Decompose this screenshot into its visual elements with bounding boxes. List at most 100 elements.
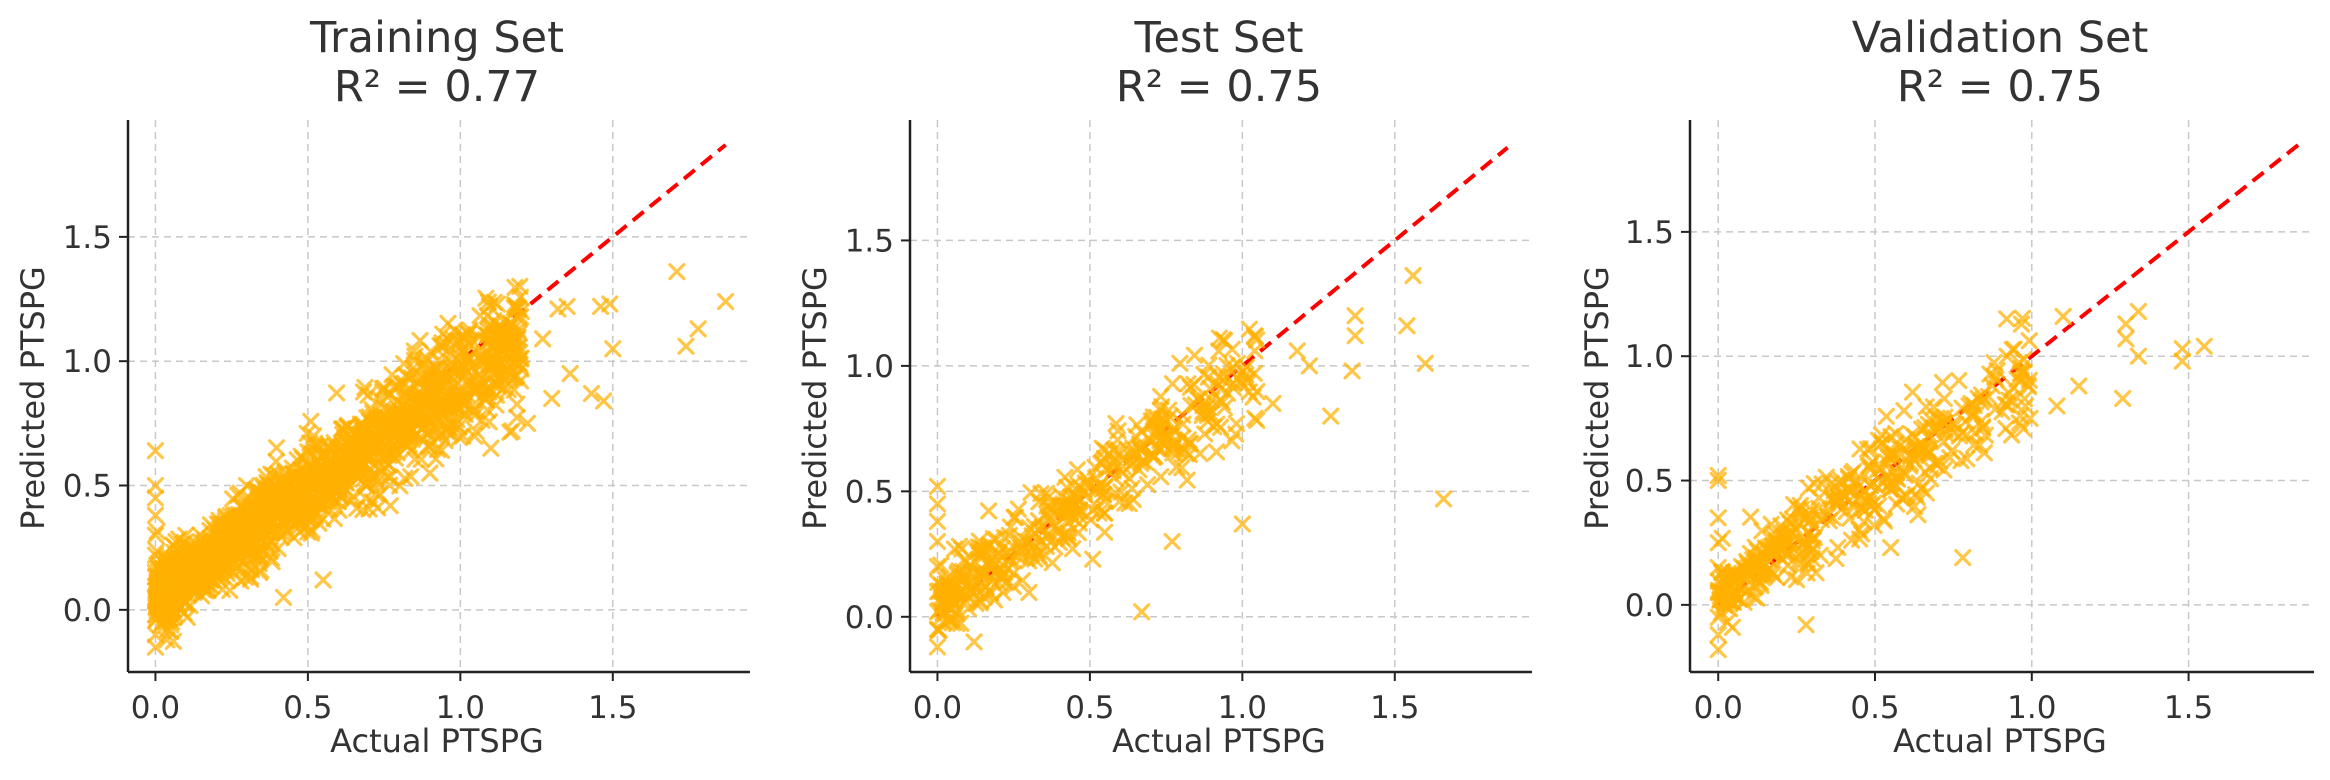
data-point (1882, 539, 1900, 557)
data-point (1176, 444, 1194, 462)
data-point (354, 383, 373, 401)
panel-title-line1: Training Set (309, 13, 564, 63)
data-point (1903, 383, 1922, 401)
data-point (1156, 413, 1174, 431)
data-point (2002, 426, 2021, 444)
data-point (454, 325, 472, 344)
x-tick-label: 0.0 (131, 690, 180, 726)
data-point (506, 278, 524, 297)
data-point (1061, 497, 1079, 515)
data-point (252, 485, 271, 503)
data-point (1233, 515, 1251, 533)
data-point (1903, 425, 1921, 444)
data-point (1898, 487, 1916, 505)
data-point (1950, 372, 1968, 390)
data-point (1909, 506, 1927, 524)
data-point (334, 425, 352, 444)
data-point (148, 522, 166, 541)
data-point (2173, 352, 2191, 370)
data-point (1032, 485, 1050, 503)
data-point (1037, 484, 1056, 502)
data-point (482, 439, 500, 457)
y-tick-label: 0.5 (1625, 464, 1674, 500)
data-point (402, 468, 420, 486)
data-point (1797, 616, 1815, 634)
data-point (1227, 415, 1246, 433)
data-point (1958, 450, 1976, 468)
data-point (1203, 391, 1221, 409)
data-point (1709, 626, 1727, 644)
data-point (441, 360, 459, 378)
training-set-panel: Training Set R² = 0.77 0.0 0.5 1.0 1.50.00.… (14, 13, 750, 760)
data-point (225, 506, 243, 525)
data-point (1796, 511, 1814, 529)
data-point (339, 416, 357, 434)
y-tick-label: 0.5 (845, 474, 894, 510)
data-point (1782, 568, 1800, 586)
data-point (367, 433, 385, 452)
data-point (1709, 641, 1727, 659)
tick-labels: 0.0 0.5 1.0 1.5 0.0 0.5 1.0 1.5 (1625, 215, 2214, 726)
data-point (307, 437, 325, 455)
data-point (1020, 583, 1038, 602)
data-point (1152, 468, 1170, 486)
data-point (486, 355, 504, 373)
data-point (1039, 508, 1057, 526)
data-point (2173, 340, 2191, 358)
data-point (591, 297, 610, 316)
axes (901, 120, 1532, 681)
data-point (480, 297, 498, 315)
data-point (162, 622, 180, 640)
data-point (1163, 375, 1182, 393)
data-points (146, 263, 735, 656)
data-point (455, 341, 473, 359)
data-point (1749, 572, 1768, 591)
data-point (342, 492, 361, 510)
x-tick-label: 1.5 (1370, 690, 1419, 726)
data-point (2021, 409, 2039, 427)
data-point (2195, 337, 2213, 355)
data-point (1163, 532, 1181, 551)
data-point (2020, 332, 2038, 350)
data-point (2004, 378, 2022, 397)
data-point (1210, 342, 1228, 360)
data-point (1895, 401, 1913, 420)
data-point (1872, 426, 1891, 444)
data-point (2048, 397, 2066, 415)
data-point (487, 336, 505, 354)
data-point (1120, 495, 1138, 513)
data-point (236, 498, 255, 516)
data-point (928, 477, 947, 495)
data-point (558, 297, 576, 316)
data-point (1914, 439, 1933, 457)
data-point (1869, 479, 1887, 497)
data-point (347, 457, 365, 475)
data-point (1416, 354, 1434, 372)
data-point (1880, 445, 1898, 463)
data-point (2016, 397, 2035, 415)
data-point (478, 380, 496, 398)
data-point (1877, 407, 1895, 425)
data-point (1971, 436, 1989, 454)
data-point (1813, 475, 1831, 493)
data-point (1954, 549, 1972, 567)
data-point (1064, 540, 1082, 558)
data-point (1224, 374, 1243, 392)
data-point (1029, 512, 1048, 530)
data-point (1975, 444, 1993, 462)
data-point (372, 463, 391, 482)
data-point (949, 586, 967, 604)
data-point (601, 295, 619, 313)
y-tick-label: 1.0 (845, 349, 894, 385)
data-point (225, 563, 243, 581)
y-tick-label: 1.0 (1625, 339, 1674, 375)
data-point (1071, 502, 1089, 520)
data-point (1953, 399, 1971, 417)
data-point (206, 521, 224, 539)
data-point (1713, 529, 1731, 547)
data-point (1164, 440, 1182, 458)
data-point (668, 263, 686, 281)
data-point (351, 467, 369, 485)
data-point (508, 395, 526, 413)
data-point (160, 591, 178, 610)
